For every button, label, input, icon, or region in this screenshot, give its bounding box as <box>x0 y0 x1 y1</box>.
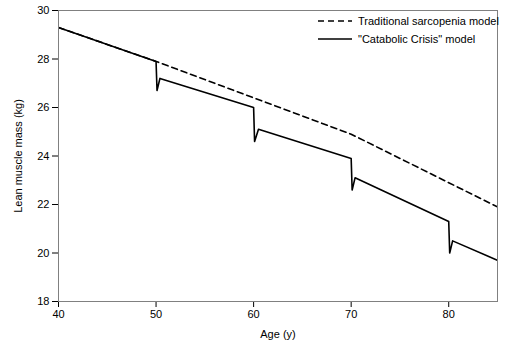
html-text:"Catabolic Crisis" model: "Catabolic Crisis" model <box>358 33 476 45</box>
svg-text:22: 22 <box>37 198 49 210</box>
svg-text:Lean muscle mass (kg): Lean muscle mass (kg) <box>12 99 24 213</box>
svg-text:Age (y): Age (y) <box>260 328 295 340</box>
svg-text:60: 60 <box>247 308 259 320</box>
svg-text:30: 30 <box>37 4 49 16</box>
svg-text:28: 28 <box>37 53 49 65</box>
svg-text:24: 24 <box>37 150 49 162</box>
html-text:Traditional sarcopenia model: Traditional sarcopenia model <box>358 15 499 27</box>
svg-text:18: 18 <box>37 295 49 307</box>
svg-text:20: 20 <box>37 247 49 259</box>
svg-text:50: 50 <box>150 308 162 320</box>
svg-text:70: 70 <box>345 308 357 320</box>
svg-text:80: 80 <box>443 308 455 320</box>
svg-text:26: 26 <box>37 101 49 113</box>
svg-text:40: 40 <box>52 308 64 320</box>
